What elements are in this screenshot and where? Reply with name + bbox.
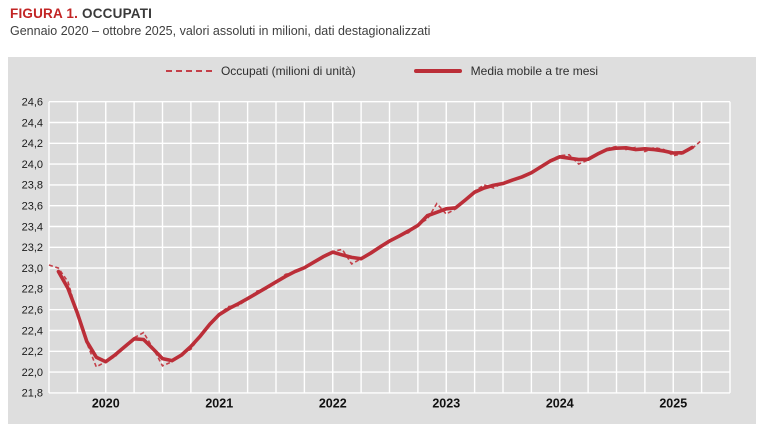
y-tick-label: 22,2 (22, 346, 43, 358)
figure-label: FIGURA 1. (10, 6, 79, 21)
x-tick-label: 2020 (92, 396, 120, 410)
solid-line-swatch-icon (413, 69, 462, 73)
x-tick-label: 2022 (319, 396, 347, 410)
line-chart: 24,6 24,4 24,2 24,0 23,8 23,6 23,4 23,2 23,0 22,8… (22, 97, 731, 410)
y-tick-label: 21,8 (22, 388, 43, 400)
y-tick-label: 22,6 (22, 305, 43, 317)
y-tick-label: 23,4 (22, 221, 43, 233)
legend-item-occupati: Occupati (milioni di unità) (165, 64, 356, 78)
x-tick-label: 2023 (432, 396, 460, 410)
figure-title: FIGURA 1. OCCUPATI (10, 6, 152, 21)
chart-panel: Occupati (milioni di unità) Media mobile… (8, 57, 756, 424)
y-tick-label: 24,6 (22, 97, 43, 109)
x-tick-label: 2021 (205, 396, 233, 410)
y-tick-label: 23,8 (22, 180, 43, 192)
figure-subtitle: Gennaio 2020 – ottobre 2025, valori asso… (10, 24, 431, 38)
y-tick-label: 23,2 (22, 242, 43, 254)
y-tick-label: 22,4 (22, 325, 43, 337)
y-tick-label: 24,4 (22, 117, 43, 129)
y-tick-label: 22,8 (22, 284, 43, 296)
y-tick-label: 23,6 (22, 201, 43, 213)
media-mobile-line (56, 145, 694, 364)
legend-label-occupati: Occupati (milioni di unità) (220, 64, 356, 78)
figure-title-text: OCCUPATI (82, 6, 153, 21)
legend-label-media-mobile: Media mobile a tre mesi (470, 64, 599, 78)
dashed-line-swatch-icon (165, 70, 212, 72)
x-tick-label: 2024 (546, 396, 574, 410)
y-tick-label: 23,0 (22, 263, 43, 275)
chart-legend: Occupati (milioni di unità) Media mobile… (8, 64, 756, 78)
y-tick-label: 22,0 (22, 367, 43, 379)
legend-item-media-mobile: Media mobile a tre mesi (413, 64, 599, 78)
x-tick-label: 2025 (659, 396, 687, 410)
y-tick-label: 24,2 (22, 138, 43, 150)
y-tick-label: 24,0 (22, 159, 43, 171)
